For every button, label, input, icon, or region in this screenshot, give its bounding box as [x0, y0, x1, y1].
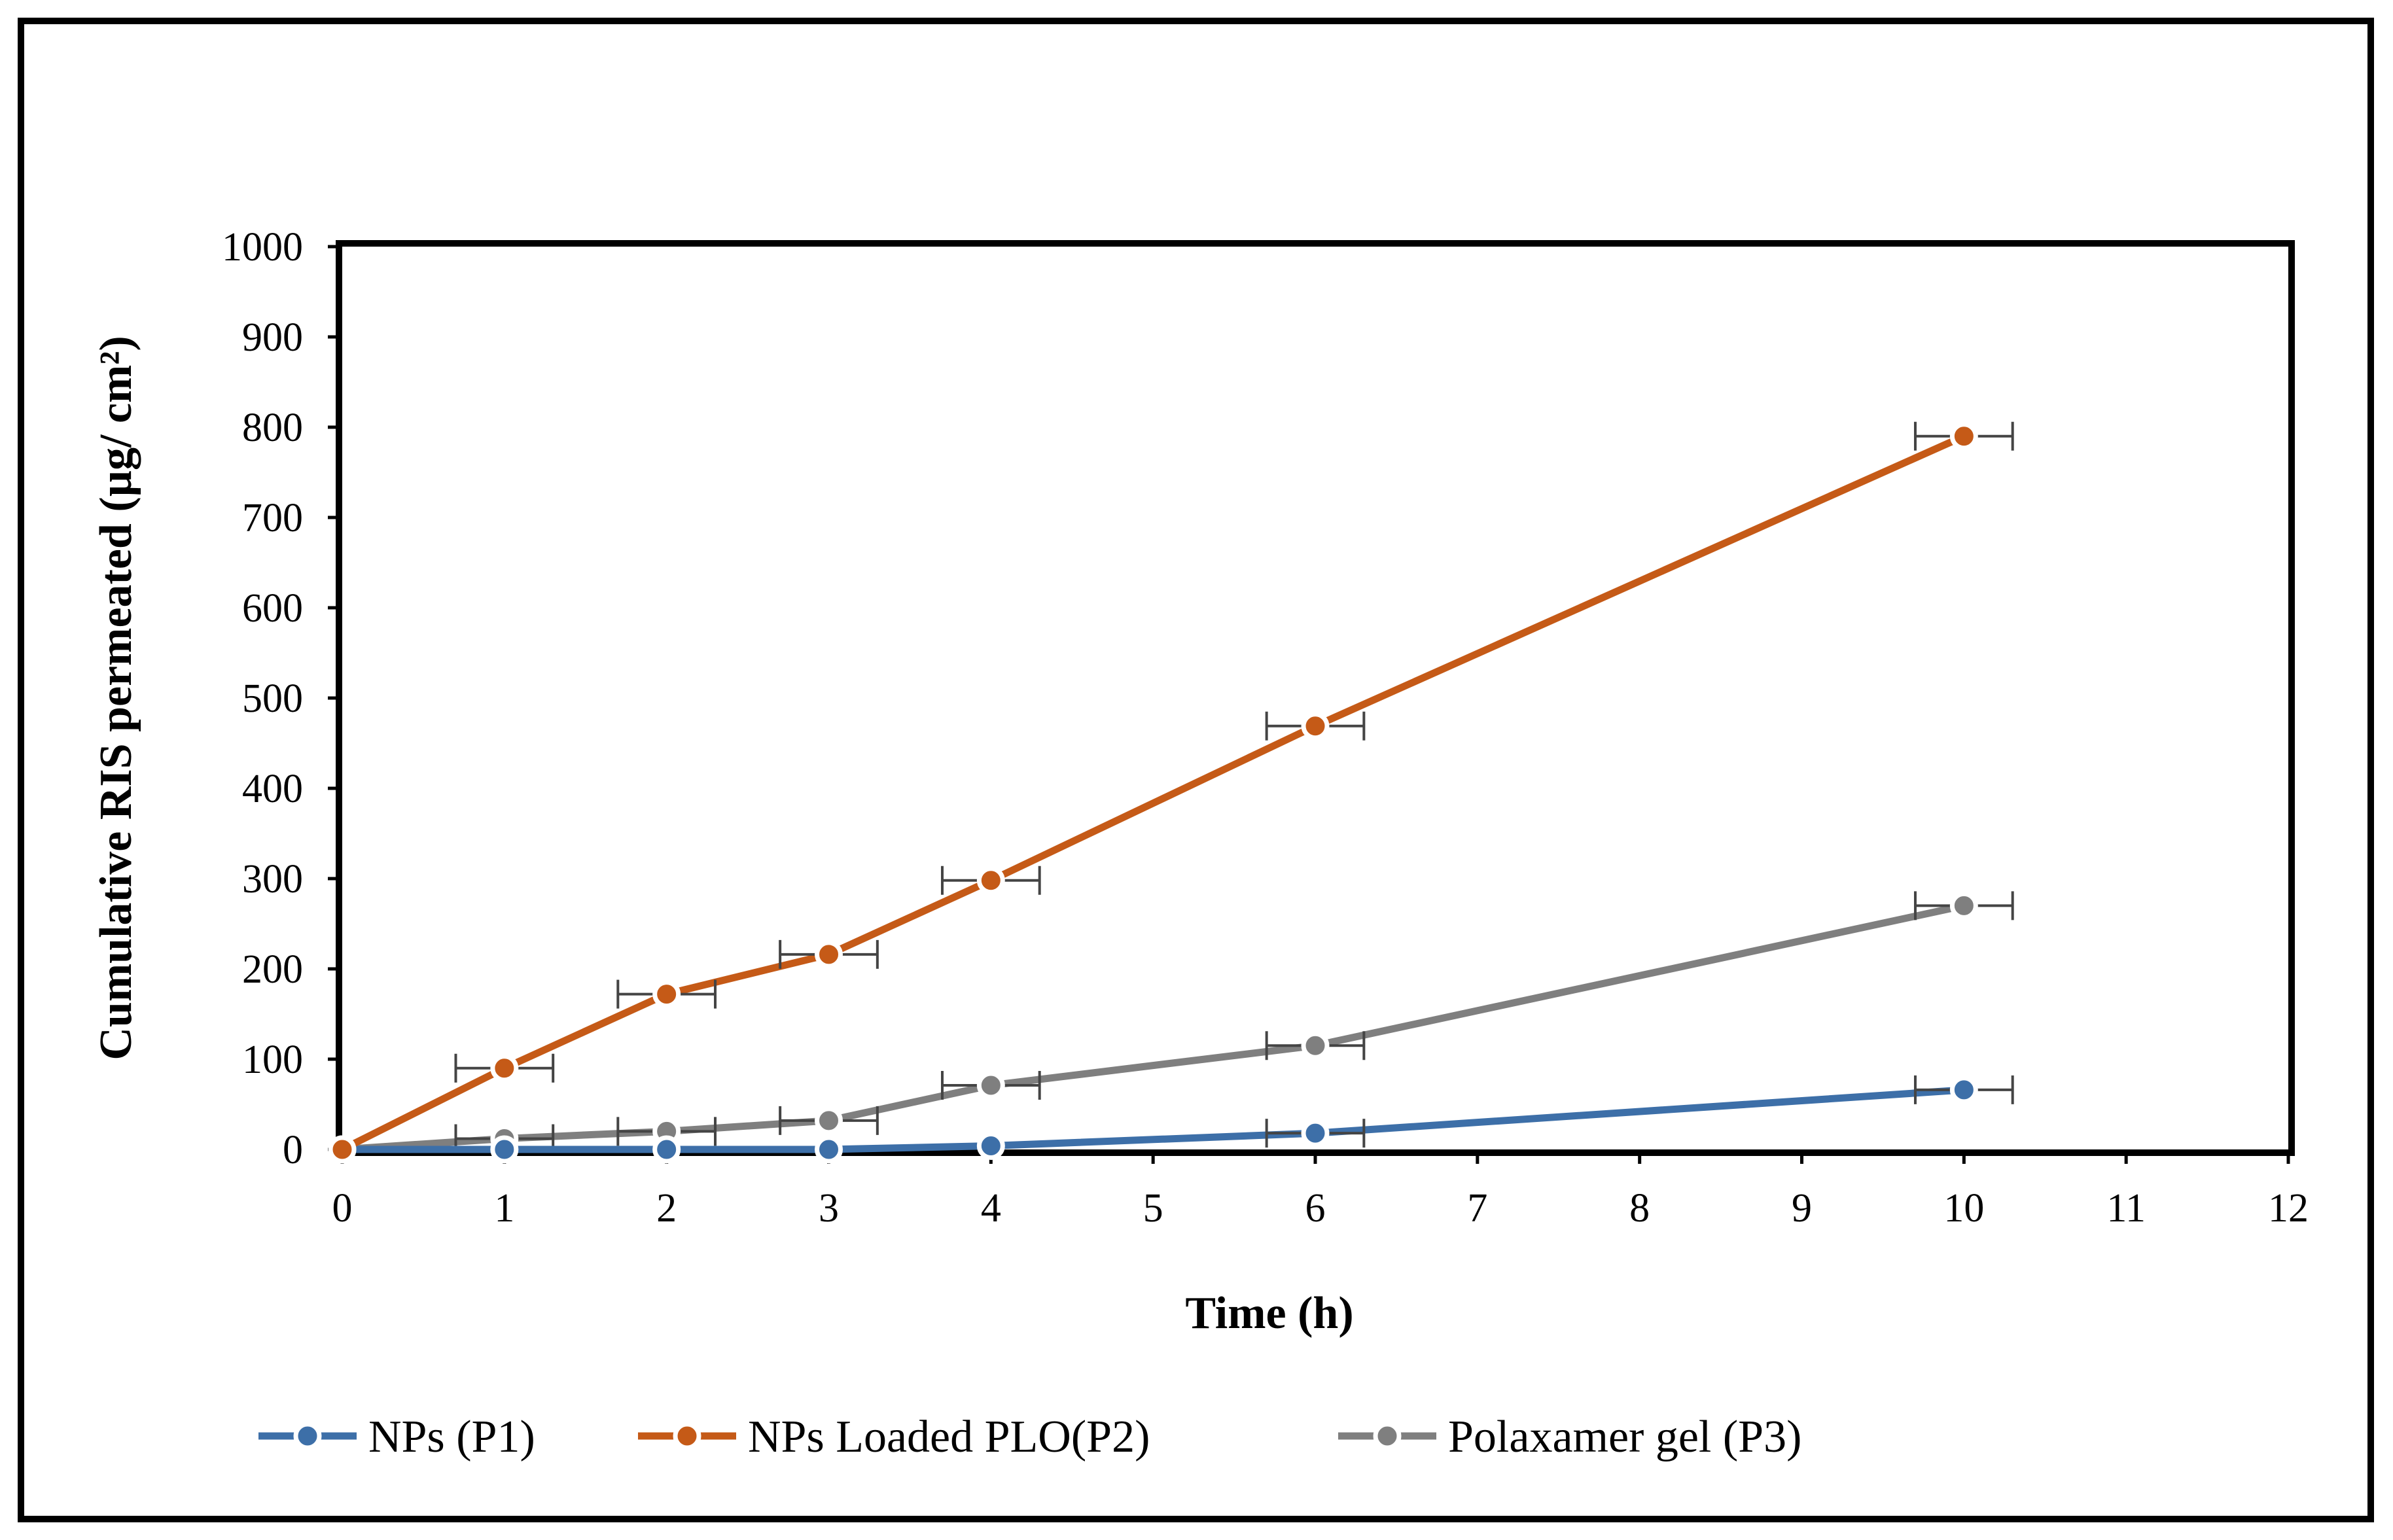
data-point: [1949, 422, 1978, 451]
x-axis-title: Time (h): [1185, 1288, 1353, 1339]
y-tick-label: 500: [242, 676, 303, 721]
data-point: [652, 980, 681, 1009]
legend-marker: [673, 1422, 701, 1450]
x-tick-label: 4: [981, 1186, 1001, 1231]
x-tick-label: 10: [1943, 1186, 1984, 1231]
legend-item-2: NPs Loaded PLO(P2): [638, 1412, 1150, 1462]
y-tick-label: 600: [242, 586, 303, 631]
y-tick-label: 100: [242, 1038, 303, 1082]
legend: NPs (P1) NPs Loaded PLO(P2) Polaxamer gel …: [258, 1412, 1801, 1462]
y-axis-ticks: 0 100 200 300 400 500 600 700 800 900 1000: [222, 225, 342, 1172]
y-axis-title: Cumulative RIS permeated (µg/ cm²): [91, 336, 141, 1060]
x-tick-label: 6: [1305, 1186, 1326, 1231]
x-tick-label: 1: [494, 1186, 514, 1231]
x-tick-label: 3: [819, 1186, 839, 1231]
y-tick-label: 300: [242, 857, 303, 901]
legend-label: NPs (P1): [368, 1412, 535, 1462]
legend-item-1: NPs (P1): [258, 1412, 535, 1462]
y-tick-label: 900: [242, 315, 303, 360]
y-tick-label: 400: [242, 767, 303, 811]
data-point: [652, 1135, 681, 1164]
x-tick-label: 2: [656, 1186, 677, 1231]
legend-label: NPs Loaded PLO(P2): [748, 1412, 1150, 1462]
y-tick-label: 700: [242, 496, 303, 540]
data-point: [490, 1135, 519, 1164]
data-point: [976, 866, 1005, 895]
series-2: [328, 421, 2014, 1164]
data-point: [1301, 1031, 1330, 1060]
series-layer: [328, 421, 2014, 1164]
legend-marker: [293, 1422, 322, 1450]
y-tick-label: 200: [242, 947, 303, 992]
data-point: [815, 1106, 843, 1135]
data-point: [1949, 1076, 1978, 1104]
legend-item-3: Polaxamer gel (P3): [1338, 1412, 1801, 1462]
y-tick-label: 800: [242, 406, 303, 450]
data-point: [815, 1135, 843, 1164]
y-tick-label: 0: [283, 1128, 303, 1172]
x-tick-label: 11: [2106, 1186, 2146, 1231]
data-point: [1301, 1119, 1330, 1147]
data-point: [1949, 891, 1978, 920]
data-point: [976, 1071, 1005, 1100]
x-tick-label: 5: [1143, 1186, 1163, 1231]
data-point: [490, 1054, 519, 1083]
series-1: [328, 1075, 2014, 1164]
legend-marker: [1373, 1422, 1402, 1450]
data-point: [976, 1131, 1005, 1160]
data-point: [1301, 712, 1330, 741]
x-axis-ticks: 0 1 2 3 4 5 6 7 8 9 10 11 12: [332, 1149, 2309, 1231]
legend-label: Polaxamer gel (P3): [1448, 1412, 1801, 1462]
y-tick-label: 1000: [222, 225, 303, 270]
figure-frame: [18, 18, 2374, 1522]
data-point: [328, 1135, 357, 1164]
x-tick-label: 0: [332, 1186, 353, 1231]
x-tick-label: 12: [2268, 1186, 2309, 1231]
x-tick-label: 8: [1629, 1186, 1650, 1231]
x-tick-label: 9: [1792, 1186, 1812, 1231]
data-point: [815, 940, 843, 969]
x-tick-label: 7: [1467, 1186, 1487, 1231]
